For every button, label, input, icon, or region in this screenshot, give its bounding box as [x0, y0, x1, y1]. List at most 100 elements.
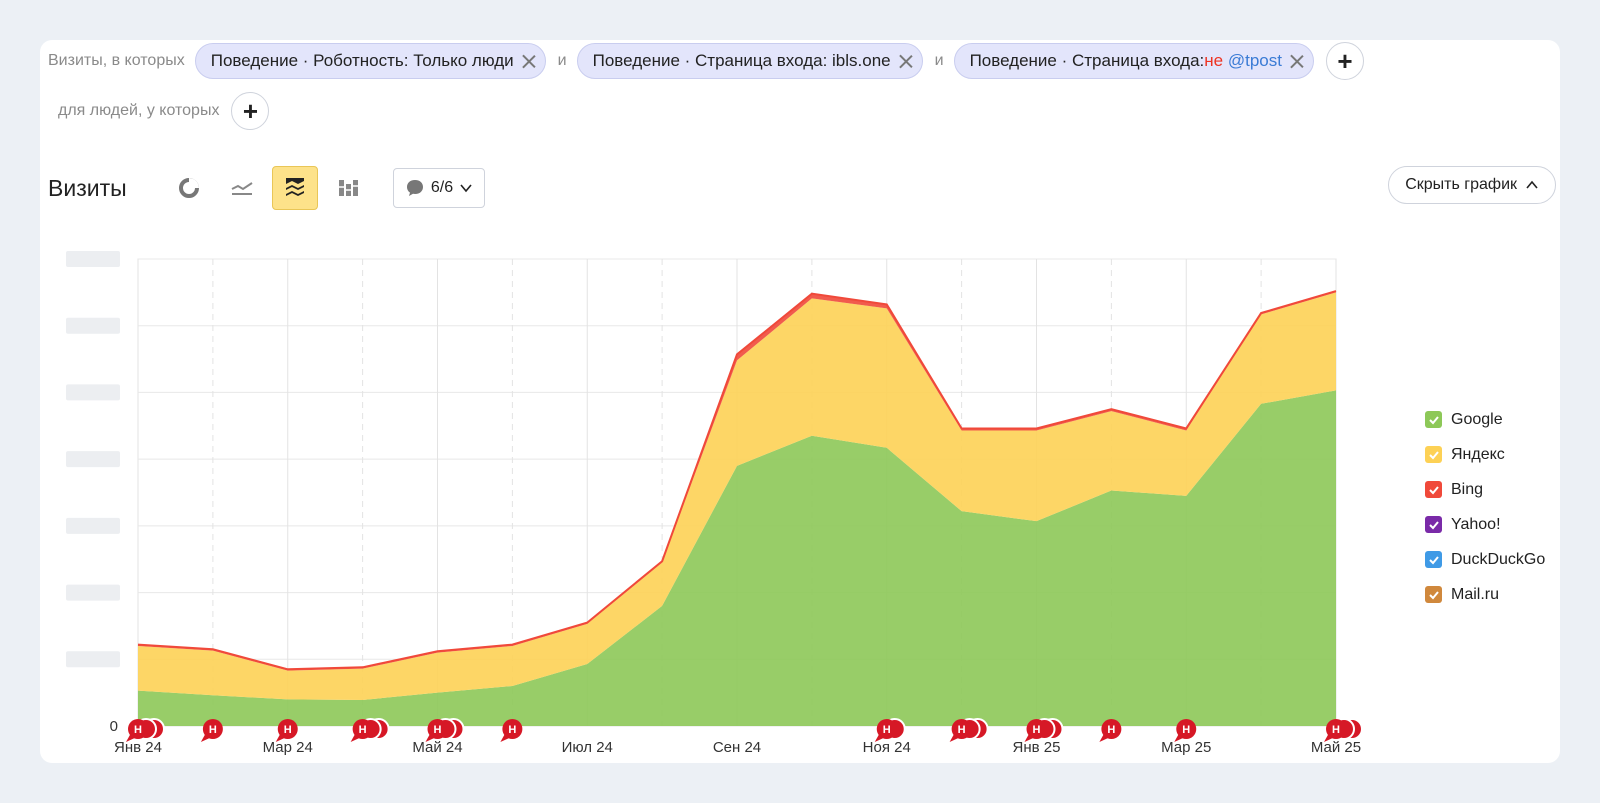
annotation-marker-tail [949, 733, 961, 742]
annotations-count: 6/6 [430, 179, 454, 196]
checkbox-icon[interactable] [1425, 516, 1442, 533]
legend-label: Yahoo! [1451, 515, 1501, 533]
chart-title: Визиты [48, 174, 127, 201]
x-tick-label: Мар 25 [1161, 739, 1211, 756]
and-label: и [557, 52, 567, 69]
annotation-marker-label: Н [508, 724, 516, 736]
checkbox-icon[interactable] [1425, 481, 1442, 498]
area-series-top-line [137, 290, 1337, 671]
plus-icon: + [242, 95, 259, 126]
annotations-dropdown[interactable]: 6/6 [393, 168, 485, 208]
annotation-marker-label: Н [134, 724, 142, 736]
x-tick-label: Май 25 [1311, 739, 1361, 756]
annotation-marker-tail [874, 733, 886, 742]
y-tick-label-blurred [66, 451, 120, 468]
chart-toolbar: Визиты 6/6 [48, 166, 485, 210]
chevron-up-icon [1526, 180, 1538, 189]
pie-chart-button[interactable] [166, 166, 212, 210]
legend-label: DuckDuckGo [1451, 550, 1546, 568]
legend-label: Bing [1451, 480, 1484, 498]
legend-label: Google [1451, 410, 1503, 428]
legend-label: Яндекс [1451, 445, 1505, 463]
annotation-marker-tail [500, 733, 512, 742]
pie-chart-icon [179, 178, 199, 198]
hide-chart-label: Скрыть график [1405, 176, 1517, 193]
annotation-marker [202, 719, 223, 739]
filter-chip-entry-page[interactable]: Поведение · Страница входа: ibls.one [576, 43, 923, 79]
filter-negation: не [1204, 51, 1224, 70]
people-filter-prefix: для людей, у которых [58, 102, 220, 119]
annotation-marker-label: Н [434, 724, 442, 736]
legend-item-3[interactable]: Yahoo! [1425, 507, 1545, 542]
filter-chip-entry-page-negated[interactable]: Поведение · Страница входа: не @tpost [953, 43, 1314, 79]
annotation-marker-label: Н [359, 724, 367, 736]
add-people-filter-button[interactable]: + [231, 92, 270, 130]
y-tick-label-blurred [66, 384, 120, 401]
filter-chip-robotness[interactable]: Поведение · Роботность: Только люди [194, 43, 546, 79]
filter-chip-label: Поведение · Страница входа: [969, 51, 1205, 70]
checkbox-icon[interactable] [1425, 586, 1442, 603]
checkbox-icon[interactable] [1425, 411, 1442, 428]
x-tick-label: Мар 24 [263, 739, 313, 756]
annotation-marker [1026, 719, 1047, 739]
annotation-marker-label: Н [958, 724, 966, 736]
x-tick-label: Июл 24 [562, 739, 613, 756]
annotation-marker-tail [200, 733, 212, 742]
annotation-marker-label: Н [209, 724, 217, 736]
people-filters-row: для людей, у которых + [58, 92, 270, 130]
annotation-marker-tail [275, 733, 287, 742]
visit-filters-row: Визиты, в которых Поведение · Роботность… [48, 42, 1364, 80]
comment-icon [406, 180, 423, 196]
y-tick-label-blurred [66, 317, 120, 334]
visits-filter-prefix: Визиты, в которых [48, 52, 185, 69]
y-tick-label-blurred [66, 251, 120, 267]
y-tick-label: 0 [110, 718, 118, 735]
annotation-marker [352, 719, 373, 739]
legend-item-2[interactable]: Bing [1425, 472, 1545, 507]
legend-item-0[interactable]: Google [1425, 402, 1545, 437]
area-series-0 [138, 390, 1336, 726]
add-visit-filter-button[interactable]: + [1325, 42, 1364, 80]
area-chart-icon [286, 178, 304, 196]
area-chart-button[interactable] [272, 166, 318, 210]
checkbox-icon[interactable] [1425, 446, 1442, 463]
annotation-marker-tail [350, 733, 362, 742]
annotation-marker-label: Н [1332, 724, 1340, 736]
line-chart-icon [231, 182, 253, 195]
annotation-marker [951, 719, 972, 739]
legend-item-5[interactable]: Mail.ru [1425, 577, 1545, 612]
annotation-marker-tail [425, 733, 437, 742]
annotation-marker [427, 719, 448, 739]
chevron-down-icon [460, 184, 472, 193]
line-chart-button[interactable] [219, 166, 265, 210]
annotation-marker [128, 719, 148, 739]
legend-item-4[interactable]: DuckDuckGo [1425, 542, 1545, 577]
bar-chart-button[interactable] [325, 166, 371, 210]
legend-label: Mail.ru [1451, 585, 1500, 603]
annotation-marker-tail [1024, 733, 1036, 742]
and-label: и [934, 52, 944, 69]
legend-item-1[interactable]: Яндекс [1425, 437, 1545, 472]
bar-chart-icon [339, 180, 358, 196]
x-tick-label: Ноя 24 [863, 739, 911, 756]
y-tick-label-blurred [66, 651, 120, 668]
annotation-marker-label: Н [1107, 724, 1115, 736]
y-tick-label-blurred [66, 584, 120, 601]
checkbox-icon[interactable] [1425, 551, 1442, 568]
annotation-marker-tail [1174, 733, 1186, 742]
annotation-marker [1326, 719, 1346, 739]
annotation-marker-label: Н [284, 724, 292, 736]
annotation-marker-label: Н [1033, 724, 1041, 736]
annotation-marker-label: Н [1182, 724, 1190, 736]
x-tick-label: Янв 25 [1013, 739, 1061, 756]
x-tick-label: Май 24 [412, 739, 462, 756]
annotation-marker [277, 719, 298, 739]
hide-chart-button[interactable]: Скрыть график [1388, 166, 1556, 204]
annotation-marker-tail [1324, 733, 1335, 742]
filter-chip-label: Поведение · Страница входа: ibls.one [592, 51, 891, 70]
x-tick-label: Янв 24 [114, 739, 162, 756]
annotation-marker [1176, 719, 1197, 739]
annotation-marker [876, 719, 897, 739]
chart-legend: Google Яндекс Bing Yahoo! DuckDuckGo Mail.ru [1425, 402, 1545, 612]
